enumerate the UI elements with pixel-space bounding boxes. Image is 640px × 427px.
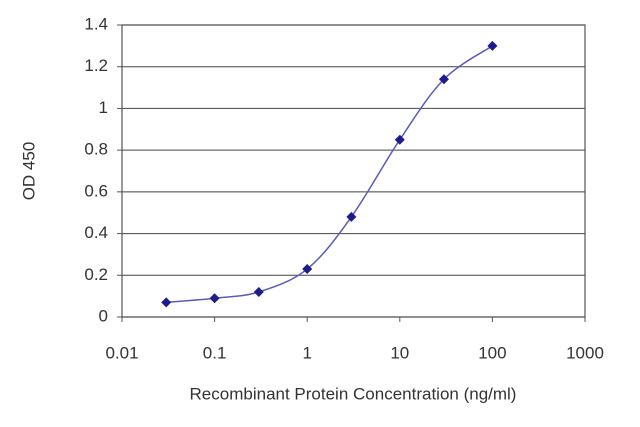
data-point: [394, 134, 405, 145]
data-point: [253, 286, 264, 297]
x-tick-label: 1: [302, 343, 311, 362]
x-tick-label: 1000: [566, 343, 604, 362]
data-point: [487, 40, 498, 51]
y-tick-label: 0: [99, 306, 108, 325]
x-tick-label: 0.01: [105, 343, 138, 362]
y-tick-label: 0.4: [84, 223, 108, 242]
y-tick-label: 1: [99, 98, 108, 117]
y-tick-label: 0.6: [84, 181, 108, 200]
y-tick-label: 1.4: [84, 14, 108, 33]
x-tick-label: 10: [390, 343, 409, 362]
data-point: [346, 211, 357, 222]
x-tick-label: 0.1: [203, 343, 227, 362]
y-axis-label: OD 450: [19, 142, 38, 201]
x-axis-label: Recombinant Protein Concentration (ng/ml…: [190, 384, 517, 403]
data-point: [438, 74, 449, 85]
y-tick-label: 1.2: [84, 56, 108, 75]
y-tick-label: 0.2: [84, 265, 108, 284]
curve: [166, 45, 493, 304]
data-point: [161, 297, 172, 308]
data-point: [302, 264, 313, 275]
y-tick-label: 0.8: [84, 140, 108, 159]
plot-frame: [121, 24, 586, 318]
data-point: [209, 293, 220, 304]
x-tick-label: 100: [478, 343, 506, 362]
